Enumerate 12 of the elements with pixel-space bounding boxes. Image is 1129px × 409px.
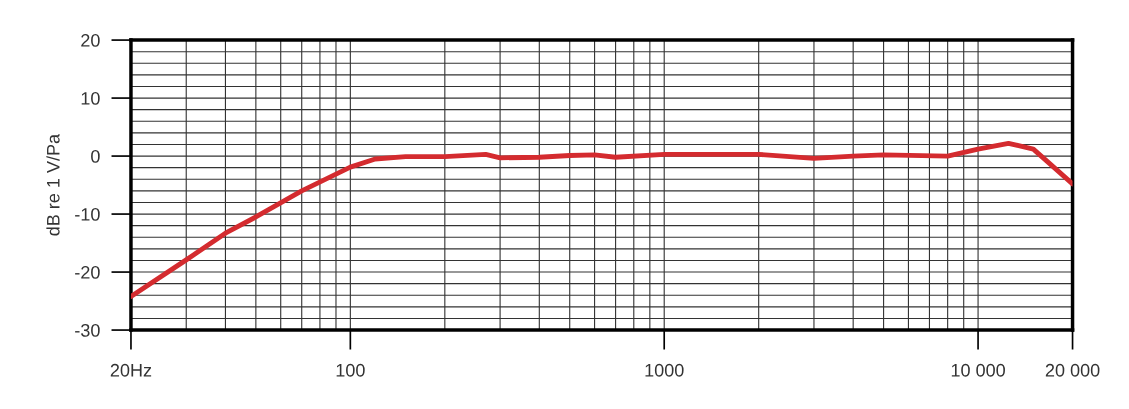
y-tick-label: 10: [81, 92, 100, 105]
x-tick-label: 1000: [645, 363, 684, 377]
x-tick-label: 20Hz: [110, 363, 152, 377]
y-tick-label: 0: [91, 150, 100, 163]
y-axis-title: dB re 1 V/Pa: [46, 133, 60, 236]
y-tick-label: 20: [81, 34, 100, 47]
x-tick-label: 10 000: [951, 363, 1005, 377]
x-tick-label: 20 000: [1045, 363, 1100, 377]
y-tick-label: -20: [75, 266, 100, 279]
y-tick-label: -30: [75, 324, 100, 337]
x-tick-label: 100: [336, 363, 365, 377]
y-tick-label: -10: [75, 208, 100, 221]
